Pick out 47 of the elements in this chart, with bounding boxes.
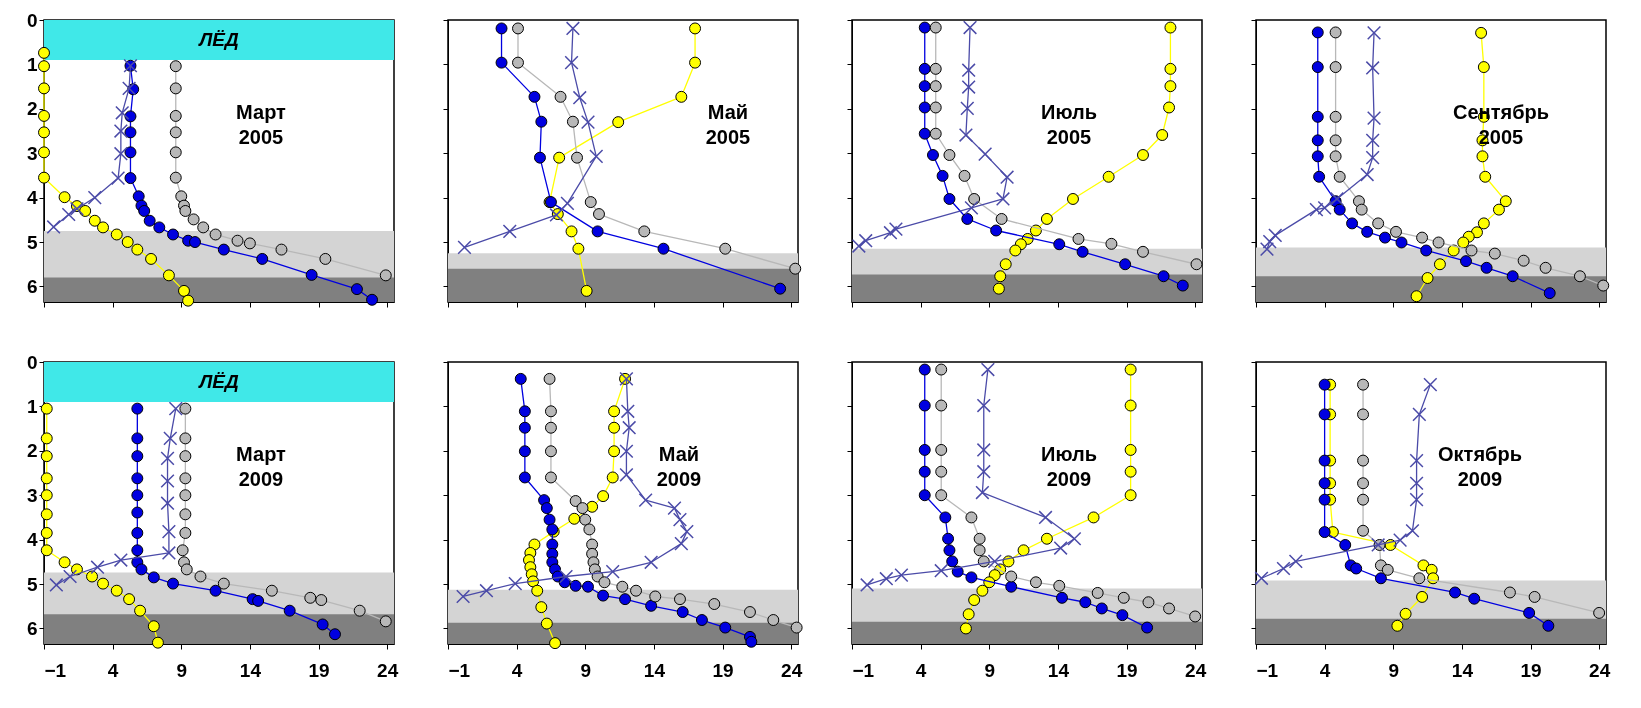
band-label: ЛЁД	[197, 370, 239, 392]
y-tick-label: 6	[26, 275, 38, 297]
y-tick-label: 0	[26, 9, 38, 31]
y-tick-label: 5	[26, 231, 38, 253]
y-tick-label: 6	[26, 617, 38, 639]
x-tick-label: 19	[712, 659, 734, 681]
x-tick-label: 14	[1047, 659, 1070, 681]
x-tick-label: 14	[643, 659, 666, 681]
x-tick-label: −1	[44, 659, 67, 681]
x-tick-label: 19	[1116, 659, 1138, 681]
x-tick-label: 14	[1451, 659, 1474, 681]
annotation: Март 2005	[236, 101, 287, 149]
x-tick-label: 4	[915, 659, 927, 681]
y-tick-label: 1	[26, 53, 38, 75]
y-tick-label: 4	[26, 187, 38, 209]
annotation: Май 2005	[705, 101, 751, 149]
y-tick-label: 1	[26, 395, 38, 417]
annotation: Июль 2005	[1041, 101, 1097, 149]
y-tick-label: 4	[26, 529, 38, 551]
annotation: Октябрь 2009	[1438, 443, 1522, 491]
x-tick-label: 14	[239, 659, 262, 681]
x-tick-label: −1	[852, 659, 875, 681]
x-tick-label: 24	[1589, 659, 1611, 681]
y-tick-label: 2	[26, 440, 38, 462]
x-tick-label: 9	[176, 659, 188, 681]
x-tick-label: 24	[377, 659, 399, 681]
x-tick-label: 24	[781, 659, 803, 681]
annotation: Март 2009	[236, 443, 287, 491]
x-tick-label: 19	[308, 659, 330, 681]
y-tick-label: 2	[26, 98, 38, 120]
x-tick-label: 4	[107, 659, 119, 681]
y-tick-label: 3	[26, 142, 38, 164]
x-tick-label: 4	[511, 659, 523, 681]
annotation: Май 2009	[656, 443, 702, 491]
x-tick-label: 4	[1319, 659, 1331, 681]
y-tick-label: 5	[26, 573, 38, 595]
x-tick-label: 9	[580, 659, 592, 681]
x-tick-label: −1	[1256, 659, 1279, 681]
x-tick-label: 24	[1185, 659, 1207, 681]
x-tick-label: 9	[1388, 659, 1400, 681]
x-tick-label: −1	[448, 659, 471, 681]
y-tick-label: 0	[26, 351, 38, 373]
y-tick-label: 3	[26, 484, 38, 506]
annotation: Июль 2009	[1041, 443, 1097, 491]
band-label: ЛЁД	[197, 28, 239, 50]
x-tick-label: 9	[984, 659, 996, 681]
x-tick-label: 19	[1520, 659, 1542, 681]
